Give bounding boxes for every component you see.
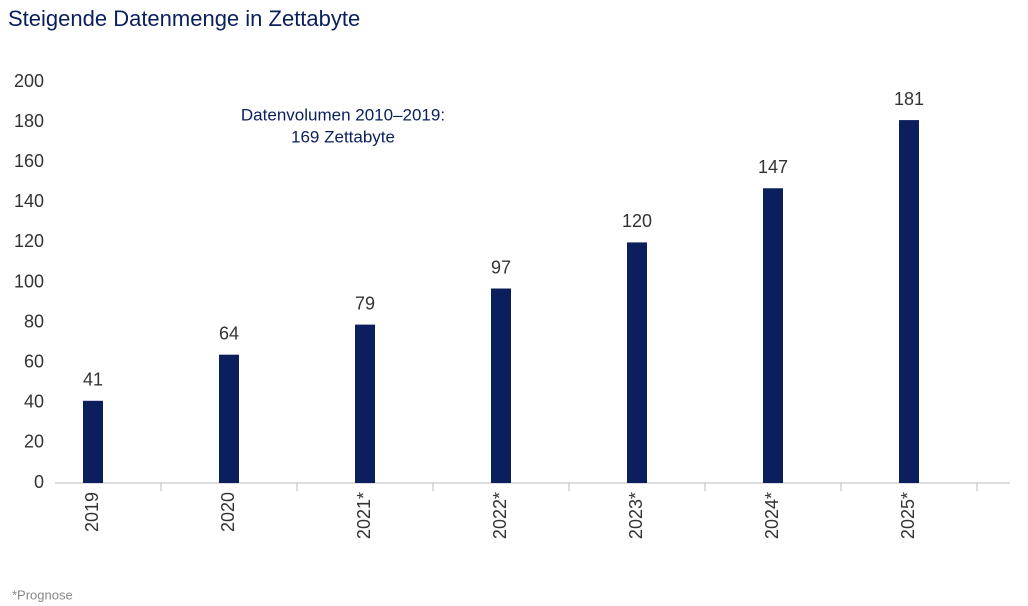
bar (763, 188, 783, 483)
value-label: 181 (894, 89, 924, 109)
x-tick-label: 2019 (82, 492, 102, 532)
x-tick-label: 2020 (218, 492, 238, 532)
x-tick-label: 2023* (626, 492, 646, 539)
value-label: 120 (622, 211, 652, 231)
y-tick-label: 60 (24, 351, 44, 371)
value-label: 79 (355, 293, 375, 313)
annotation: 169 Zettabyte (291, 127, 395, 146)
y-tick-label: 120 (14, 231, 44, 251)
chart-title: Steigende Datenmenge in Zettabyte (8, 6, 360, 31)
bar (83, 400, 103, 483)
y-tick-label: 80 (24, 311, 44, 331)
value-label: 64 (219, 323, 239, 343)
bar (627, 242, 647, 483)
y-tick-label: 200 (14, 71, 44, 91)
y-tick-label: 100 (14, 271, 44, 291)
value-label: 97 (491, 257, 511, 277)
value-label: 41 (83, 370, 103, 390)
annotation: Datenvolumen 2010–2019: (241, 105, 445, 124)
bar (491, 288, 511, 483)
bar (219, 354, 239, 483)
y-tick-label: 40 (24, 392, 44, 412)
y-tick-label: 20 (24, 432, 44, 452)
x-tick-label: 2025* (898, 492, 918, 539)
y-tick-label: 0 (34, 472, 44, 492)
footnote: *Prognose (12, 587, 73, 602)
x-tick-label: 2024* (762, 492, 782, 539)
value-label: 147 (758, 157, 788, 177)
y-tick-label: 180 (14, 111, 44, 131)
bar (355, 324, 375, 483)
y-tick-label: 160 (14, 151, 44, 171)
bar (899, 120, 919, 483)
x-tick-label: 2021* (354, 492, 374, 539)
x-tick-label: 2022* (490, 492, 510, 539)
y-tick-label: 140 (14, 191, 44, 211)
